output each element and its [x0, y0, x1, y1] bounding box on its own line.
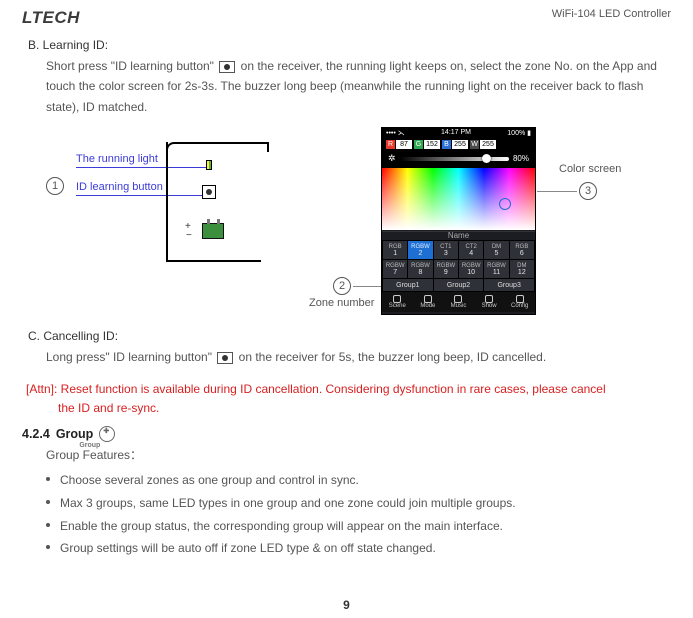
section-c-body: Long press" ID learning button" on the r… — [46, 347, 665, 367]
group-row: Group1Group2Group3 — [382, 279, 535, 292]
phone-screen: •••• ⋋ 14:17 PM 100% ▮ R87 G152 B255 W25… — [381, 127, 536, 315]
bottom-nav-item[interactable]: Show — [474, 292, 505, 312]
feature-item: Group settings will be auto off if zone … — [46, 537, 671, 560]
bottom-nav-item[interactable]: Music — [443, 292, 474, 312]
zone-cell[interactable]: CT24 — [459, 241, 483, 259]
product-name: WiFi-104 LED Controller — [552, 8, 671, 20]
id-button-icon — [202, 185, 216, 199]
feature-item: Enable the group status, the correspondi… — [46, 515, 671, 538]
section-4-2-4-title: 4.2.4 Group Group — [22, 426, 671, 442]
zone-cell[interactable]: RGBW2 — [408, 241, 432, 259]
group-cell[interactable]: Group1 — [383, 279, 433, 291]
zone-cell[interactable]: DM12 — [510, 260, 534, 278]
brightness-slider[interactable] — [400, 157, 509, 161]
group-icon-sub: Group — [79, 442, 100, 449]
page-number: 9 — [0, 598, 693, 612]
callout-circle-1: 1 — [46, 177, 64, 195]
section-b-body: Short press "ID learning button" on the … — [46, 56, 665, 117]
feature-list: Choose several zones as one group and co… — [46, 469, 671, 560]
bottom-nav-item[interactable]: Config — [504, 292, 535, 312]
r-val: 87 — [396, 140, 412, 149]
feature-item: Max 3 groups, same LED types in one grou… — [46, 492, 671, 515]
zone-cell[interactable]: RGB1 — [383, 241, 407, 259]
name-separator: Name — [382, 231, 535, 240]
zone-cell[interactable]: RGBW8 — [408, 260, 432, 278]
id-learning-button-icon — [219, 61, 235, 73]
id-learning-button-label: ID learning button — [76, 181, 163, 193]
attn-line1: [Attn]: Reset function is available duri… — [26, 382, 606, 396]
receiver-diagram: 1 The running light ID learning button +… — [46, 127, 276, 277]
zone-cell[interactable]: RGBW11 — [484, 260, 508, 278]
zone-cell[interactable]: RGBW7 — [383, 260, 407, 278]
color-screen-label: Color screen — [559, 163, 621, 175]
zone-cell[interactable]: RGBW10 — [459, 260, 483, 278]
w-val: 255 — [480, 140, 496, 149]
b-chip: B — [442, 140, 451, 149]
zone-grid: RGB1RGBW2CT13CT24DM5RGB6RGBW7RGBW8RGBW9R… — [382, 240, 535, 279]
brand-logo: LTECH — [22, 8, 80, 28]
w-chip: W — [470, 140, 479, 149]
brightness-icon: ✲ — [388, 153, 396, 164]
status-left: •••• ⋋ — [386, 129, 405, 137]
running-light-label: The running light — [76, 153, 158, 165]
zone-cell[interactable]: RGBW9 — [434, 260, 458, 278]
terminal-icon — [202, 223, 224, 239]
rgb-bar: R87 G152 B255 W255 — [382, 138, 535, 153]
section-c-title: C. Cancelling ID: — [28, 329, 671, 343]
group-icon: Group — [99, 426, 115, 442]
section-c-text-b: on the receiver for 5s, the buzzer long … — [239, 350, 547, 364]
id-learning-button-icon — [217, 352, 233, 364]
status-time: 14:17 PM — [441, 129, 471, 137]
zone-cell[interactable]: CT13 — [434, 241, 458, 259]
running-light-icon — [206, 160, 212, 170]
group-features-title: Group Features： — [46, 446, 671, 463]
section-number: 4.2.4 — [22, 427, 50, 441]
attention-note: [Attn]: Reset function is available duri… — [26, 380, 667, 418]
feature-item: Choose several zones as one group and co… — [46, 469, 671, 492]
section-b-title: B. Learning ID: — [28, 38, 671, 52]
bottom-nav-item[interactable]: Mode — [413, 292, 444, 312]
group-cell[interactable]: Group2 — [434, 279, 484, 291]
zone-cell[interactable]: RGB6 — [510, 241, 534, 259]
bottom-nav: SceneModeMusicShowConfig — [382, 292, 535, 312]
section-label: Group — [56, 427, 94, 441]
b-val: 255 — [452, 140, 468, 149]
brightness-pct: 80% — [513, 154, 529, 163]
r-chip: R — [386, 140, 395, 149]
callout-circle-2: 2 — [333, 277, 351, 295]
status-right: 100% ▮ — [507, 129, 531, 137]
section-b-text-a: Short press "ID learning button" — [46, 59, 214, 73]
minus-label: − — [186, 230, 192, 241]
figure-row: 1 The running light ID learning button +… — [22, 127, 671, 317]
callout-circle-3: 3 — [579, 182, 597, 200]
zone-number-label: Zone number — [309, 297, 374, 309]
zone-cell[interactable]: DM5 — [484, 241, 508, 259]
attn-line2: the ID and re-sync. — [58, 399, 159, 418]
group-cell[interactable]: Group3 — [484, 279, 534, 291]
g-chip: G — [414, 140, 423, 149]
g-val: 152 — [424, 140, 440, 149]
section-c-text-a: Long press" ID learning button" — [46, 350, 212, 364]
bottom-nav-item[interactable]: Scene — [382, 292, 413, 312]
phone-diagram: •••• ⋋ 14:17 PM 100% ▮ R87 G152 B255 W25… — [331, 127, 631, 317]
color-picker[interactable] — [382, 168, 535, 230]
